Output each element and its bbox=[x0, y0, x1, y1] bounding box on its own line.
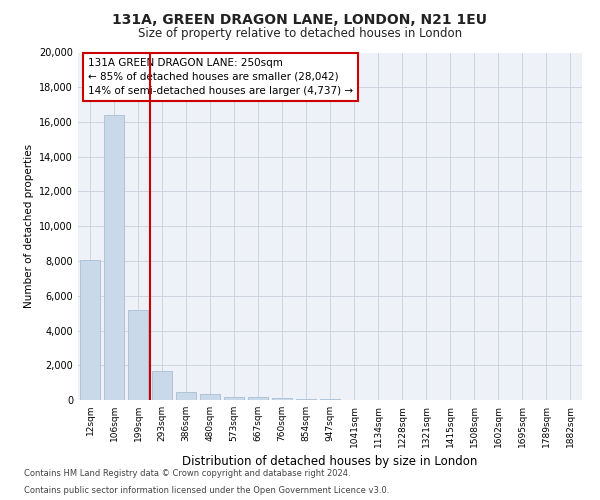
Y-axis label: Number of detached properties: Number of detached properties bbox=[24, 144, 34, 308]
Text: 131A GREEN DRAGON LANE: 250sqm
← 85% of detached houses are smaller (28,042)
14%: 131A GREEN DRAGON LANE: 250sqm ← 85% of … bbox=[88, 58, 353, 96]
Bar bbox=[248, 397, 268, 400]
Text: Contains HM Land Registry data © Crown copyright and database right 2024.: Contains HM Land Registry data © Crown c… bbox=[24, 468, 350, 477]
Bar bbox=[104, 115, 124, 400]
Bar bbox=[80, 260, 100, 400]
Text: Contains public sector information licensed under the Open Government Licence v3: Contains public sector information licen… bbox=[24, 486, 389, 495]
Bar bbox=[152, 372, 172, 400]
Bar bbox=[272, 398, 292, 400]
Bar bbox=[296, 399, 316, 400]
Bar bbox=[176, 392, 196, 400]
Bar bbox=[224, 396, 244, 400]
Text: 131A, GREEN DRAGON LANE, LONDON, N21 1EU: 131A, GREEN DRAGON LANE, LONDON, N21 1EU bbox=[113, 12, 487, 26]
Bar bbox=[128, 310, 148, 400]
Text: Size of property relative to detached houses in London: Size of property relative to detached ho… bbox=[138, 28, 462, 40]
X-axis label: Distribution of detached houses by size in London: Distribution of detached houses by size … bbox=[182, 456, 478, 468]
Bar bbox=[200, 394, 220, 400]
